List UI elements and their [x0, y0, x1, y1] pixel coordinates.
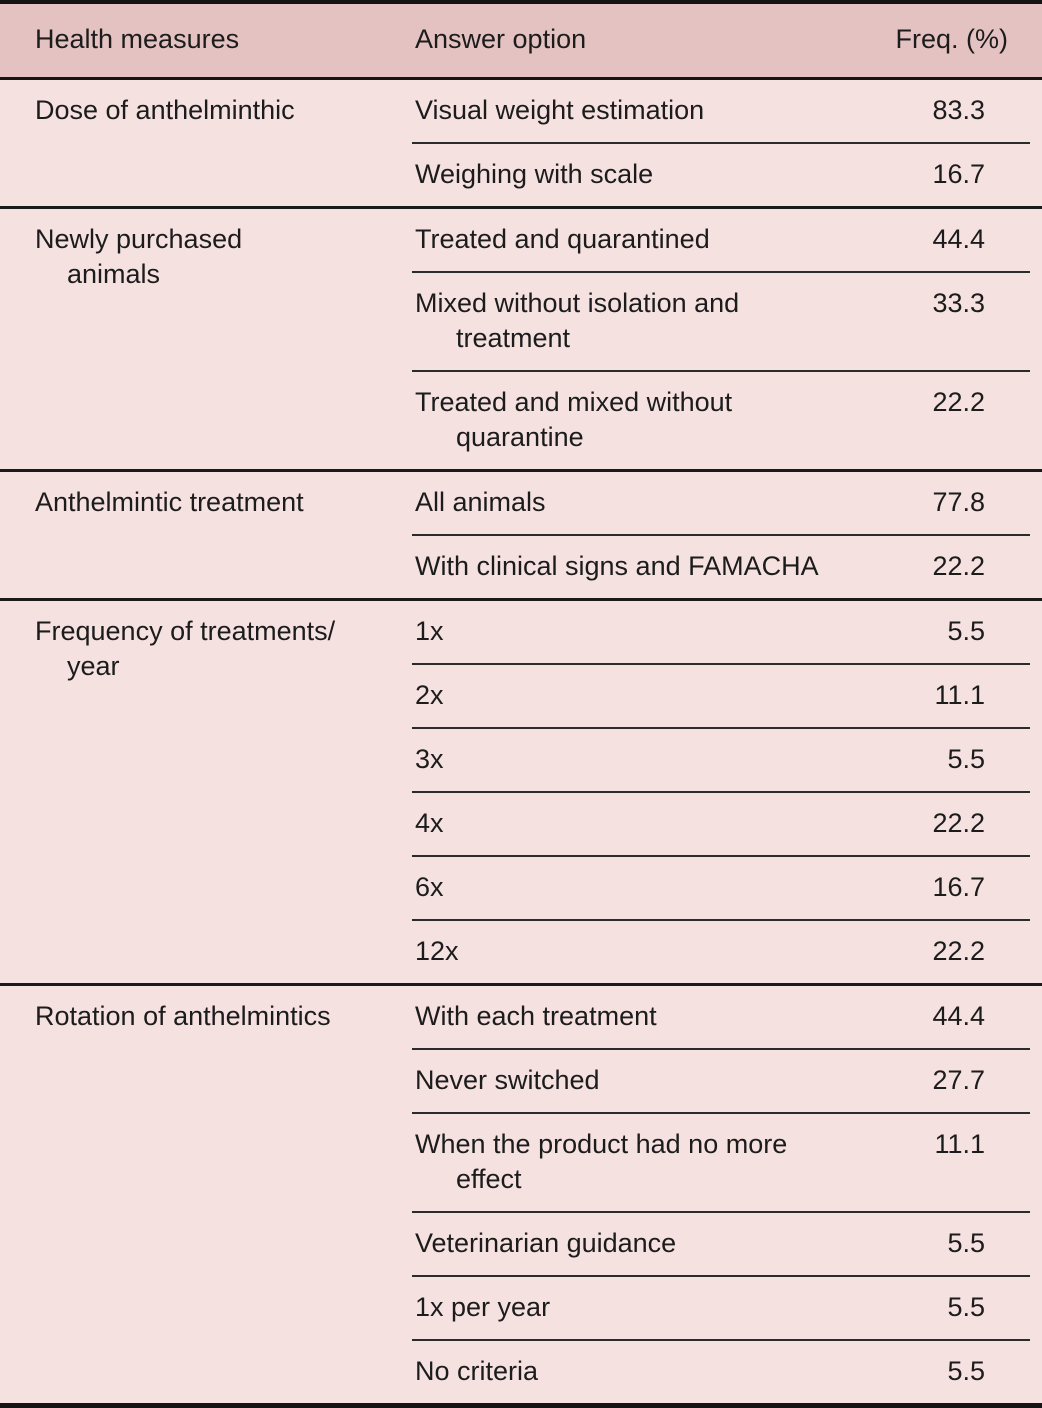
frequency-value-cell: 33.3 — [832, 271, 1030, 371]
answer-option-cell: With each treatment — [412, 983, 832, 1049]
answer-option-cell: No criteria — [412, 1339, 832, 1406]
answer-option-cell: 1x — [412, 598, 832, 664]
health-measure-cell: Anthelmintic treatment — [0, 469, 412, 600]
answer-option-cell: Never switched — [412, 1048, 832, 1113]
table-row: 4x 22.2 — [0, 791, 1042, 856]
spacer-cell — [1030, 143, 1042, 208]
frequency-value-cell: 22.2 — [832, 919, 1030, 985]
header-row: Health measures Answer option Freq. (%) — [0, 2, 1042, 80]
spacer-cell — [1030, 1340, 1042, 1406]
frequency-value-cell: 22.2 — [832, 370, 1030, 471]
table-row: 1x per year 5.5 — [0, 1275, 1042, 1340]
table-row: Weighing with scale 16.7 — [0, 142, 1042, 208]
column-header-spacer — [1030, 2, 1042, 80]
answer-option-cell: All animals — [412, 469, 832, 535]
frequency-value-cell: 44.4 — [832, 206, 1030, 272]
spacer-cell — [1030, 535, 1042, 600]
frequency-value-cell: 77.8 — [832, 469, 1030, 535]
health-measure-cell: Dose of anthelminthic — [35, 95, 295, 125]
spacer-cell — [1030, 598, 1042, 664]
table-row: Dose of anthelminthic Visual weight estim… — [0, 79, 1042, 144]
answer-option-cell: Visual weight estimation — [415, 95, 705, 125]
answer-option-cell: When the product had no more effect — [412, 1112, 832, 1212]
answer-option-cell: 6x — [412, 855, 832, 920]
spacer-cell — [1030, 1049, 1042, 1113]
table-row: 12x 22.2 — [0, 919, 1042, 985]
health-measure-cell: Newly purchased animals — [0, 206, 412, 471]
answer-option-cell: 1x per year — [412, 1275, 832, 1340]
table-body: Dose of anthelminthic Visual weight estim… — [0, 79, 1042, 1406]
answer-option-cell: Treated and mixed without quarantine — [412, 370, 832, 471]
column-header-answer-option: Answer option — [412, 2, 832, 80]
answer-option-cell: Treated and quarantined — [412, 206, 832, 272]
frequency-value-cell: 44.4 — [832, 983, 1030, 1049]
answer-option-cell: 2x — [412, 663, 832, 728]
frequency-value-cell: 22.2 — [832, 791, 1030, 856]
table-row: Rotation of anthelmintics With each treat… — [0, 983, 1042, 1406]
spacer-cell — [1030, 1113, 1042, 1212]
frequency-value-cell: 5.5 — [832, 1275, 1030, 1340]
table-row: Newly purchased animals Treated and quara… — [0, 206, 1042, 471]
answer-option-cell: Mixed without isolation and treatment — [412, 271, 832, 371]
spacer-cell — [1030, 728, 1042, 792]
table-row: 3x 5.5 — [0, 727, 1042, 792]
frequency-value-cell: 5.5 — [832, 1339, 1030, 1406]
table-header: Health measures Answer option Freq. (%) — [0, 2, 1042, 80]
health-measure-cell: Frequency of treatments/ year — [0, 598, 412, 985]
spacer-cell — [1030, 983, 1042, 1049]
answer-option-cell: Veterinarian guidance — [412, 1211, 832, 1276]
answer-option-cell: 3x — [412, 727, 832, 792]
frequency-value-cell: 22.2 — [832, 534, 1030, 600]
frequency-value-cell: 16.7 — [832, 142, 1030, 208]
table-row: When the product had no more effect 11.1 — [0, 1112, 1042, 1212]
column-header-health-measures: Health measures — [0, 2, 412, 80]
answer-option-cell: 4x — [412, 791, 832, 856]
spacer-cell — [1030, 1276, 1042, 1340]
table-row: With clinical signs and FAMACHA 22.2 — [0, 534, 1042, 600]
spacer-cell — [1030, 920, 1042, 985]
answer-option-cell: Weighing with scale — [412, 142, 832, 208]
spacer-cell — [1030, 792, 1042, 856]
table-row: Anthelmintic treatment All animals 77.8 — [0, 469, 1042, 600]
frequency-value-cell: 27.7 — [832, 1048, 1030, 1113]
spacer-cell — [1030, 272, 1042, 371]
table-row: 2x 11.1 — [0, 663, 1042, 728]
spacer-cell — [1030, 206, 1042, 272]
health-measure-cell: Rotation of anthelmintics — [0, 983, 412, 1406]
answer-option-cell: With clinical signs and FAMACHA — [412, 534, 832, 600]
answer-option-cell: 12x — [412, 919, 832, 985]
table-row: Frequency of treatments/ year 1x 5.5 — [0, 598, 1042, 985]
frequency-value-cell: 83.3 — [932, 95, 985, 125]
column-header-freq-percent: Freq. (%) — [832, 2, 1030, 80]
frequency-value-cell: 5.5 — [832, 1211, 1030, 1276]
table-row: 6x 16.7 — [0, 855, 1042, 920]
frequency-value-cell: 5.5 — [832, 598, 1030, 664]
table-row: Treated and mixed without quarantine 22.2 — [0, 370, 1042, 471]
table-row: Veterinarian guidance 5.5 — [0, 1211, 1042, 1276]
table-row: Mixed without isolation and treatment 33.… — [0, 271, 1042, 371]
spacer-cell — [1030, 856, 1042, 920]
table-row: Never switched 27.7 — [0, 1048, 1042, 1113]
spacer-cell — [1030, 79, 1042, 144]
frequency-value-cell: 16.7 — [832, 855, 1030, 920]
spacer-cell — [1030, 371, 1042, 471]
frequency-value-cell: 11.1 — [832, 663, 1030, 728]
frequency-value-cell: 11.1 — [832, 1112, 1030, 1212]
spacer-cell — [1030, 664, 1042, 728]
frequency-value-cell: 5.5 — [832, 727, 1030, 792]
spacer-cell — [1030, 469, 1042, 535]
spacer-cell — [1030, 1212, 1042, 1276]
